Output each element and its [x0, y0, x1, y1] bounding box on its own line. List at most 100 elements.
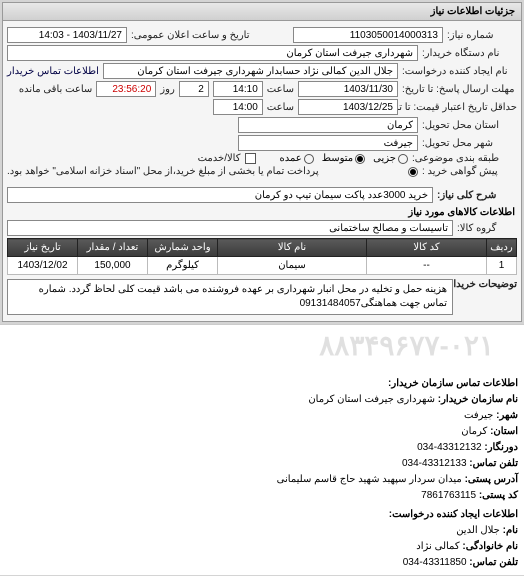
- contact-header: اطلاعات تماس سازمان خریدار:: [6, 376, 518, 392]
- radio-dot-icon: [408, 167, 418, 177]
- goods-service-label: کالا/خدمت: [198, 153, 241, 164]
- cell-qty: 150,000: [78, 257, 148, 275]
- contact-label: تلفن تماس:: [469, 458, 518, 469]
- items-header: اطلاعات کالاهای مورد نیاز: [9, 207, 515, 218]
- prepay-value: پرداخت تمام یا بخشی از مبلغ خرید،از محل …: [7, 166, 404, 177]
- radio-minor[interactable]: جزیی: [373, 153, 408, 164]
- group-value: تاسیسات و مصالح ساختمانی: [7, 220, 453, 236]
- radio-medium[interactable]: متوسط: [322, 153, 365, 164]
- contact-line: آدرس پستی: میدان سردار سپهبد شهید حاج قا…: [6, 472, 518, 488]
- radio-major-label: عمده: [280, 153, 302, 164]
- deadline-time: 14:10: [213, 81, 263, 97]
- contact-header2: اطلاعات ایجاد کننده درخواست:: [6, 507, 518, 523]
- cell-name: سیمان: [218, 257, 367, 275]
- city-value: جیرفت: [238, 135, 418, 151]
- goods-service-checkbox[interactable]: [245, 153, 256, 164]
- cell-code: --: [367, 257, 487, 275]
- col-code: کد کالا: [367, 239, 487, 257]
- contact-label: آدرس پستی:: [465, 474, 518, 485]
- contact-label: شهر:: [496, 410, 518, 421]
- deadline-days: 2: [179, 81, 209, 97]
- request-no-label: شماره نیاز:: [447, 30, 517, 41]
- contact-value: میدان سردار سپهبد شهید حاج قاسم سلیمانی: [277, 474, 462, 485]
- row-extend: حداقل تاریخ اعتبار قیمت: تا تاریخ: 1403/…: [7, 99, 517, 115]
- col-qty: تعداد / مقدار: [78, 239, 148, 257]
- cell-date: 1403/12/02: [8, 257, 78, 275]
- row-request-no: شماره نیاز: 1103050014000313 تاریخ و ساع…: [7, 27, 517, 43]
- contact-value: 43312133-034: [402, 458, 467, 469]
- radio-medium-label: متوسط: [322, 153, 353, 164]
- row-buyer-note: توضیحات خریدار: هزینه حمل و تخلیه در محل…: [7, 279, 517, 315]
- contact-value: جیرفت: [464, 410, 493, 421]
- panel-title: جزئیات اطلاعات نیاز: [3, 3, 521, 21]
- deadline-remain-label: ساعت باقی مانده: [19, 84, 92, 95]
- row-subject: شرح کلی نیاز: خرید 3000عدد پاکت سیمان تی…: [7, 187, 517, 203]
- category-radios: جزیی متوسط عمده: [280, 153, 409, 164]
- row-group: گروه کالا: تاسیسات و مصالح ساختمانی: [7, 220, 517, 236]
- cell-unit: کیلوگرم: [148, 257, 218, 275]
- request-no-value: 1103050014000313: [293, 27, 443, 43]
- contact-label: استان:: [490, 426, 518, 437]
- table-header-row: ردیف کد کالا نام کالا واحد شمارش تعداد /…: [8, 239, 517, 257]
- row-city: شهر محل تحویل: جیرفت: [7, 135, 517, 151]
- radio-major[interactable]: عمده: [280, 153, 314, 164]
- contact-value: 43312132-034: [417, 442, 482, 453]
- deadline-day-label: روز: [160, 84, 175, 95]
- announce-value: 1403/11/27 - 14:03: [7, 27, 127, 43]
- contact-line: نام سازمان خریدار: شهرداری جیرفت استان ک…: [6, 392, 518, 408]
- announce-label: تاریخ و ساعت اعلان عمومی:: [131, 30, 250, 41]
- group-label: گروه کالا:: [457, 223, 517, 234]
- requester-value: جلال الدین کمالی نژاد حسابدار شهرداری جی…: [103, 63, 398, 79]
- row-prepay: پیش گواهی خرید : پرداخت تمام یا بخشی از …: [7, 166, 517, 177]
- deadline-remain: 23:56:20: [96, 81, 156, 97]
- contact-label: تلفن تماس:: [469, 557, 518, 568]
- category-label: طبقه بندی موضوعی:: [412, 153, 517, 164]
- contact-value: 7861763115: [421, 490, 476, 501]
- subject-value: خرید 3000عدد پاکت سیمان تیپ دو کرمان: [7, 187, 433, 203]
- subject-label: شرح کلی نیاز:: [437, 190, 517, 201]
- contact-panel: اطلاعات تماس سازمان خریدار: نام سازمان خ…: [0, 372, 524, 575]
- row-requester: نام ایجاد کننده درخواست: جلال الدین کمال…: [7, 63, 517, 79]
- col-unit: واحد شمارش: [148, 239, 218, 257]
- radio-dot-icon: [398, 154, 408, 164]
- row-deadline: مهلت ارسال پاسخ: تا تاریخ: 1403/11/30 سا…: [7, 81, 517, 97]
- buyer-note-value: هزینه حمل و تخلیه در محل انبار شهرداری ب…: [7, 279, 453, 315]
- panel-body: شماره نیاز: 1103050014000313 تاریخ و ساع…: [3, 21, 521, 321]
- extend-time-label: ساعت: [267, 102, 294, 113]
- col-row: ردیف: [487, 239, 517, 257]
- deadline-label: مهلت ارسال پاسخ: تا تاریخ:: [402, 84, 517, 95]
- row-category: طبقه بندی موضوعی: جزیی متوسط عمده کالا/خ…: [7, 153, 517, 164]
- contact-line: نام: جلال الدین: [6, 523, 518, 539]
- contact-line: دورنگار: 43312132-034: [6, 440, 518, 456]
- contact-line: تلفن تماس: 43312133-034: [6, 456, 518, 472]
- contact-value: کرمان: [461, 426, 487, 437]
- contact-label: نام:: [503, 525, 518, 536]
- city-label: شهر محل تحویل:: [422, 138, 517, 149]
- contact-line: تلفن تماس: 43311850-034: [6, 555, 518, 571]
- contact-value: شهرداری جیرفت استان کرمان: [308, 394, 435, 405]
- table-row[interactable]: 1 -- سیمان کیلوگرم 150,000 1403/12/02: [8, 257, 517, 275]
- radio-dot-icon: [304, 154, 314, 164]
- extend-label: حداقل تاریخ اعتبار قیمت: تا تاریخ:: [402, 102, 517, 113]
- watermark-text: ۸۸۳۴۹۶۷۷-۰۲۱: [319, 329, 494, 362]
- contact-label: نام خانوادگی:: [462, 541, 518, 552]
- contact-value: کمالی نژاد: [416, 541, 459, 552]
- contact-line: استان: کرمان: [6, 424, 518, 440]
- watermark-area: ۸۸۳۴۹۶۷۷-۰۲۱: [0, 324, 524, 372]
- contact-label: نام سازمان خریدار:: [438, 394, 518, 405]
- contact-label: دورنگار:: [484, 442, 518, 453]
- buyer-contact-link[interactable]: اطلاعات تماس خریدار: [7, 66, 99, 77]
- items-table: ردیف کد کالا نام کالا واحد شمارش تعداد /…: [7, 238, 517, 275]
- contact-line: شهر: جیرفت: [6, 408, 518, 424]
- buyer-org-value: شهرداری جیرفت استان کرمان: [7, 45, 418, 61]
- requester-label: نام ایجاد کننده درخواست:: [402, 66, 517, 77]
- radio-dot-icon: [355, 154, 365, 164]
- province-label: استان محل تحویل:: [422, 120, 517, 131]
- extend-time: 14:00: [213, 99, 263, 115]
- contact-label: کد پستی:: [479, 490, 518, 501]
- contact-line: نام خانوادگی: کمالی نژاد: [6, 539, 518, 555]
- radio-minor-label: جزیی: [373, 153, 396, 164]
- contact-value: جلال الدین: [456, 525, 500, 536]
- deadline-time-label: ساعت: [267, 84, 294, 95]
- need-details-panel: جزئیات اطلاعات نیاز شماره نیاز: 11030500…: [2, 2, 522, 322]
